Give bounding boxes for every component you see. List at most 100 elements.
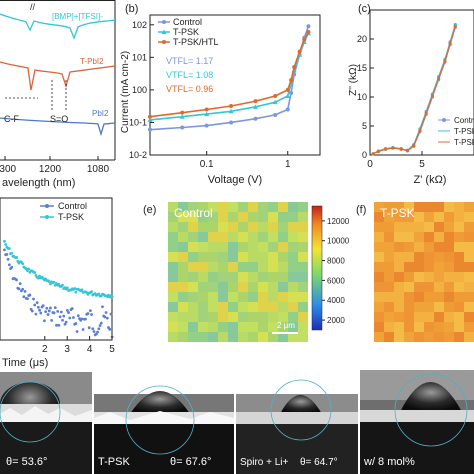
- heatmap-e-cell-6: [228, 202, 238, 212]
- heatmap-f-cell-1: [384, 202, 394, 212]
- heatmap-f-cell-70: [374, 272, 384, 282]
- heatmap-f-cell-124: [414, 322, 424, 332]
- heatmap-e-cell-158: [208, 312, 218, 322]
- photo-2: T-PSK θ= 67.6°: [94, 385, 234, 474]
- heatmap-f-cell-52: [394, 252, 404, 262]
- heatmap-f-cell-39: [464, 232, 474, 242]
- heatmap-e-cell-97: [298, 262, 308, 272]
- heatmap-e-cell-26: [288, 212, 298, 222]
- photo-4: w/ 8 mol%: [360, 370, 474, 474]
- heatmap-e-cell-118: [228, 282, 238, 292]
- heatmap-f-cell-57: [444, 252, 454, 262]
- heatmap-e-cell-78: [248, 252, 258, 262]
- heatmap-f-cell-92: [394, 292, 404, 302]
- heatmap-f-cell-28: [454, 222, 464, 232]
- heatmap-e-cell-66: [268, 242, 278, 252]
- point-d-0-72: [90, 313, 93, 316]
- heatmap-f-cell-47: [444, 242, 454, 252]
- legend-c-tpsk-htl: T-PSK/HTL: [454, 138, 474, 147]
- heatmap-e-cell-88: [208, 262, 218, 272]
- point-d-0-43: [55, 323, 58, 327]
- legend-t-pbi2: T-PbI2: [80, 57, 104, 66]
- heatmap-f-cell-81: [384, 282, 394, 292]
- heatmap-f-cell-86: [434, 282, 444, 292]
- heatmap-e-cell-106: [248, 272, 258, 282]
- heatmap-f-cell-29: [464, 222, 474, 232]
- heatmap-e-cell-186: [208, 332, 218, 342]
- heatmap-e-cell-126: [168, 292, 178, 302]
- heatmap-f-cell-2: [394, 202, 404, 212]
- heatmap-f-cell-103: [404, 302, 414, 312]
- heatmap-f-cell-78: [454, 272, 464, 282]
- y-tick-label-c-2: 10: [357, 92, 367, 102]
- series-line-c-0: [372, 27, 456, 155]
- heatmap-f-cell-45: [424, 242, 434, 252]
- heatmap-e-cell-3: [198, 202, 208, 212]
- legend-d-tpsk: T-PSK: [58, 212, 84, 222]
- heatmap-f-cell-56: [434, 252, 444, 262]
- heatmap-f-cell-93: [404, 292, 414, 302]
- photo-2-label: T-PSK: [98, 456, 130, 468]
- heatmap-e-cell-74: [208, 252, 218, 262]
- heatmap-f-cell-22: [394, 222, 404, 232]
- heatmap-e-cell-145: [218, 302, 228, 312]
- heatmap-f-cell-107: [444, 302, 454, 312]
- heatmap-e-cell-52: [268, 232, 278, 242]
- heatmap-e-cell-61: [218, 242, 228, 252]
- point-d-0-3: [6, 257, 10, 261]
- heatmap-e-cell-48: [228, 232, 238, 242]
- point-d-1-41: [52, 280, 56, 284]
- heatmap-e-cell-117: [218, 282, 228, 292]
- x-axis-label-d: Time (μs): [2, 357, 48, 369]
- heatmap-e-cell-38: [268, 222, 278, 232]
- point-d-0-54: [68, 316, 72, 320]
- heatmap-e-cell-25: [278, 212, 288, 222]
- heatmap-e-cell-9: [258, 202, 268, 212]
- heatmap-e-cell-91: [238, 262, 248, 272]
- heatmap-f-cell-96: [434, 292, 444, 302]
- point-d-0-52: [65, 309, 69, 312]
- legend-label-tpsk: T-PSK: [173, 27, 199, 37]
- heatmap-e-cell-2: [188, 202, 198, 212]
- series-line-c-1: [372, 24, 456, 155]
- point-b-2-3: [229, 104, 234, 109]
- legend-label-control: Control: [173, 17, 202, 27]
- point-d-0-23: [30, 309, 34, 313]
- heatmap-e-cell-124: [288, 282, 298, 292]
- point-b-1-3: [228, 108, 234, 114]
- heatmap-f-cell-72: [394, 272, 404, 282]
- point-d-1-1: [4, 243, 8, 246]
- annotation-cf: C-F: [4, 114, 19, 124]
- heatmap-e-cell-17: [198, 212, 208, 222]
- heatmap-f-cell-132: [394, 332, 404, 342]
- heatmap-e-cell-76: [228, 252, 238, 262]
- point-d-0-51: [64, 320, 68, 324]
- heatmap-f-cell-66: [434, 262, 444, 272]
- heatmap-e-cell-132: [228, 292, 238, 302]
- heatmap-e-cell-71: [178, 252, 188, 262]
- heatmap-e-cell-54: [288, 232, 298, 242]
- x-tick-label-d-0: 2: [42, 344, 48, 355]
- heatmap-f-cell-74: [414, 272, 424, 282]
- point-d-1-48: [61, 283, 64, 287]
- heatmap-f-cell-126: [434, 322, 444, 332]
- y-tick-label-b-0: 10-2: [129, 150, 147, 160]
- point-d-0-17: [23, 289, 27, 293]
- heatmap-f-cell-83: [404, 282, 414, 292]
- heatmap-e-cell-187: [218, 332, 228, 342]
- heatmap-e-cell-79: [258, 252, 268, 262]
- heatmap-e-cell-8: [248, 202, 258, 212]
- heatmap-e-cell-185: [198, 332, 208, 342]
- heatmap-f-cell-108: [454, 302, 464, 312]
- point-c-2-2: [384, 147, 388, 151]
- heatmap-e-cell-51: [258, 232, 268, 242]
- heatmap-e-cell-57: [178, 242, 188, 252]
- point-d-0-4: [7, 263, 11, 267]
- heatmap-e-cell-16: [188, 212, 198, 222]
- scale-bar-e: 2 μm: [277, 321, 295, 330]
- point-d-0-30: [39, 311, 43, 315]
- heatmap-f-cell-82: [394, 282, 404, 292]
- heatmap-f-cell-4: [414, 202, 424, 212]
- point-c-2-11: [443, 59, 447, 63]
- point-d-0-46: [58, 315, 62, 319]
